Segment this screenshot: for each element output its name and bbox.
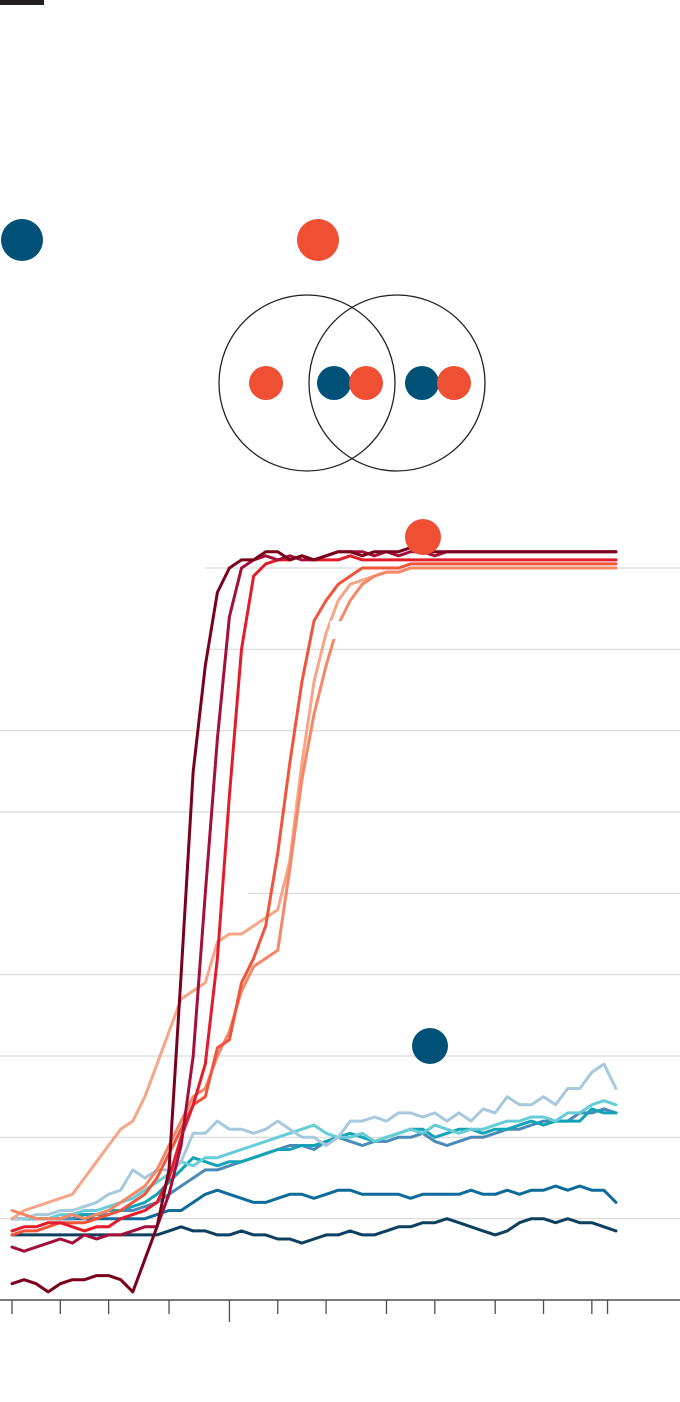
blue-legend-marker	[1, 219, 43, 261]
series-line	[12, 564, 616, 1235]
blue-group-marker	[412, 1028, 448, 1064]
label-gap	[354, 657, 374, 675]
x-axis	[0, 1300, 680, 1322]
series-lines	[12, 548, 616, 1292]
header-rule	[0, 0, 44, 5]
series-line	[12, 1219, 616, 1243]
series-line	[12, 548, 616, 1292]
venn-red-dot-right	[437, 366, 471, 400]
venn-blue-dot-middle	[317, 366, 351, 400]
red-legend-marker	[297, 219, 339, 261]
label-gaps	[330, 621, 520, 849]
label-gap	[428, 753, 448, 771]
red-group-marker	[405, 519, 441, 555]
venn-diagram	[219, 295, 485, 471]
label-gap	[473, 791, 493, 809]
venn-red-dot-left	[249, 366, 283, 400]
series-line	[12, 1064, 616, 1219]
label-gap	[330, 621, 350, 639]
venn-red-dot-middle	[349, 366, 383, 400]
series-line	[12, 1101, 616, 1219]
label-gap	[378, 709, 398, 727]
label-gap	[500, 831, 520, 849]
venn-blue-dot-right	[405, 366, 439, 400]
